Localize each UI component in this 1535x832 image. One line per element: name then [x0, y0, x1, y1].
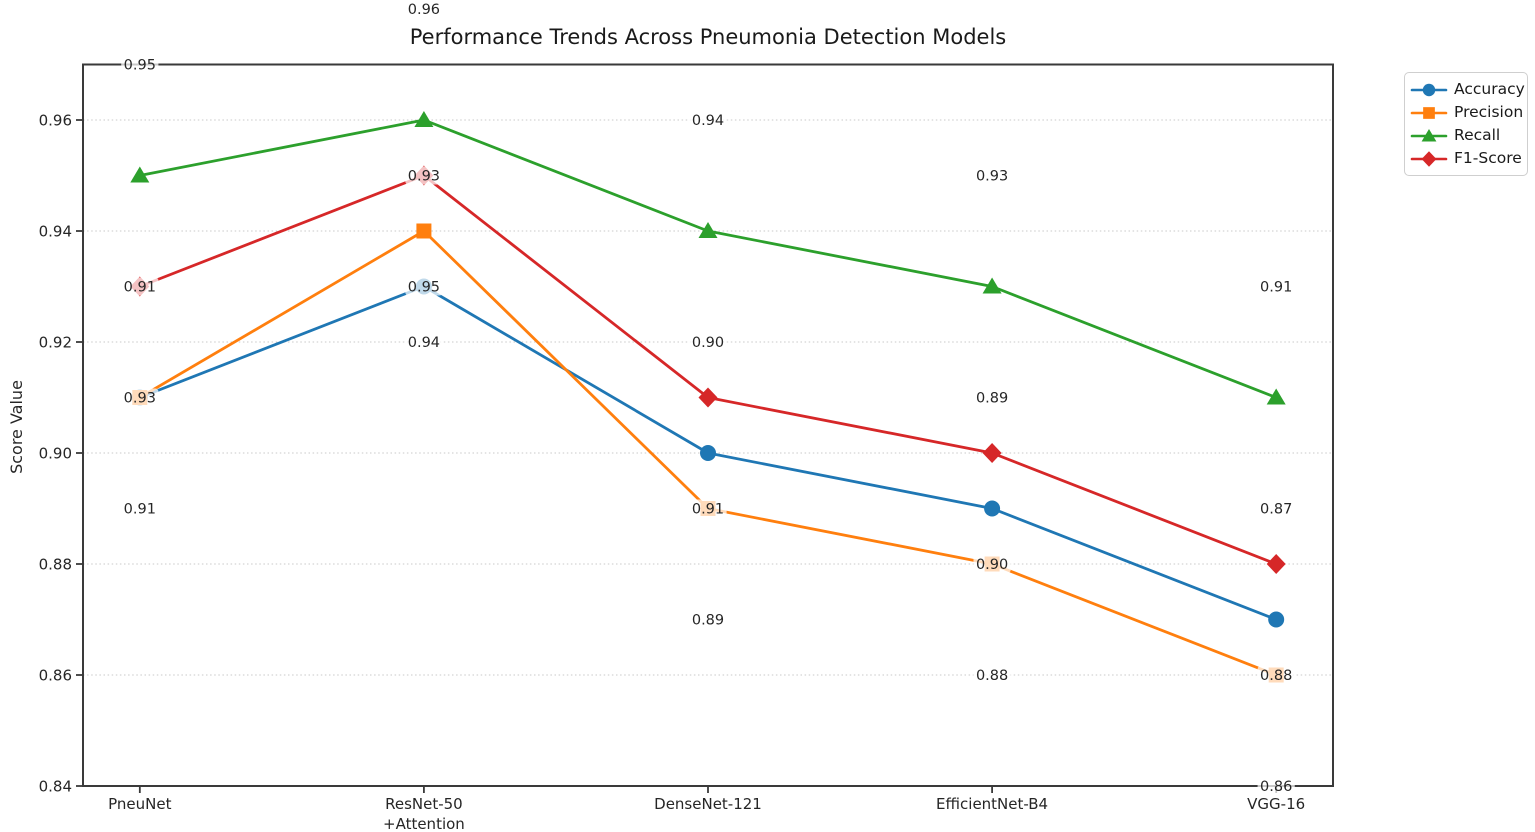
value-label-bg — [973, 166, 1011, 185]
legend-item-precision: Precision — [1410, 101, 1524, 124]
y-tick-label: 0.94 — [39, 223, 72, 241]
value-label-bg — [121, 388, 159, 407]
value-label-bg — [121, 55, 159, 74]
value-label-bg — [1257, 777, 1295, 795]
value-label-bg — [973, 666, 1011, 684]
value-label-bg — [405, 166, 443, 185]
series-recall — [130, 111, 1286, 405]
value-label: 0.89 — [976, 391, 1008, 407]
square-marker-icon — [1410, 106, 1448, 119]
triangle-marker-icon — [1410, 128, 1448, 141]
series-line — [138, 118, 1278, 399]
value-label-bg — [1257, 277, 1295, 296]
y-tick-label: 0.84 — [39, 778, 72, 796]
value-label: 0.91 — [124, 280, 156, 296]
data-point-marker — [984, 500, 1001, 517]
data-point-marker — [698, 387, 718, 408]
legend-item-recall: Recall — [1410, 124, 1521, 147]
diamond-marker-icon — [1410, 150, 1448, 167]
data-point-marker — [698, 222, 718, 238]
y-tick-label: 0.86 — [39, 667, 72, 685]
value-label: 0.87 — [1260, 502, 1292, 518]
value-label-bg — [689, 333, 727, 351]
y-tick-label: 0.96 — [39, 112, 72, 130]
data-point-marker — [982, 277, 1002, 294]
value-label: 0.88 — [1260, 668, 1292, 684]
value-label: 0.94 — [692, 113, 724, 129]
circle-marker — [1422, 83, 1436, 96]
x-tick-label: VGG-16 — [1247, 795, 1305, 813]
value-label-bg — [1257, 666, 1295, 684]
value-label: 0.93 — [124, 391, 156, 407]
legend-item-label: F1-Score — [1454, 148, 1522, 167]
value-label: 0.88 — [976, 668, 1008, 684]
legend-item-accuracy: Accuracy — [1410, 78, 1525, 101]
value-label: 0.95 — [124, 58, 156, 74]
data-point-marker — [1266, 388, 1286, 405]
triangle-marker — [1421, 128, 1437, 141]
square-marker — [1423, 106, 1435, 119]
legend-item-f1-score: F1-Score — [1410, 147, 1522, 170]
data-point-marker — [1266, 554, 1286, 574]
y-tick-label: 0.90 — [39, 445, 72, 463]
value-label-bg — [689, 610, 727, 629]
x-tick-label: EfficientNet-B4 — [936, 795, 1048, 813]
value-label: 0.91 — [1260, 280, 1292, 296]
value-label: 0.96 — [408, 2, 440, 18]
value-label-bg — [689, 499, 727, 518]
axes: 0.84 0.86 0.88 0.90 0.92 0.94 0.96 PneuNet ResNe… — [39, 63, 1334, 832]
value-label: 0.95 — [408, 280, 440, 296]
value-label: 0.90 — [692, 335, 724, 351]
x-tick-label: DenseNet-121 — [654, 795, 762, 813]
legend-item-label: Recall — [1454, 125, 1501, 144]
x-tick-label: +Attention — [383, 815, 465, 832]
y-tick-label: 0.88 — [39, 556, 72, 574]
value-label: 0.93 — [976, 169, 1008, 185]
data-point-marker — [982, 443, 1002, 463]
value-label-bg — [405, 0, 443, 18]
value-label: 0.86 — [1260, 779, 1292, 795]
value-label-bg — [405, 277, 443, 296]
data-point-marker — [414, 111, 434, 127]
value-label-bg — [405, 333, 443, 351]
y-tick-label: 0.92 — [39, 334, 72, 352]
value-label-bg — [973, 388, 1011, 407]
value-label: 0.91 — [124, 502, 156, 518]
diamond-marker — [1421, 150, 1437, 167]
value-label-bg — [121, 499, 159, 518]
value-label-bg — [1257, 499, 1295, 518]
value-label-bg — [121, 277, 159, 296]
value-label: 0.90 — [976, 557, 1008, 573]
value-label: 0.93 — [408, 169, 440, 185]
legend-item-label: Precision — [1454, 102, 1524, 121]
plot-border — [82, 63, 1334, 787]
value-label-bg — [689, 111, 727, 129]
data-point-marker — [130, 166, 150, 183]
data-point-marker — [416, 223, 432, 239]
value-label: 0.91 — [692, 502, 724, 518]
value-label: 0.94 — [408, 335, 440, 351]
legend: Accuracy Precision Recall F1-Score — [1404, 72, 1528, 176]
circle-marker-icon — [1410, 83, 1448, 96]
data-point-marker — [700, 445, 716, 461]
value-label-bg — [973, 555, 1011, 573]
value-label: 0.89 — [692, 613, 724, 629]
x-tick-label: PneuNet — [108, 795, 171, 813]
value-labels: 0.91 0.93 0.90 0.89 0.87 0.91 0.94 0.89 0.88 0.86… — [121, 0, 1295, 795]
x-tick-label: ResNet-50 — [385, 795, 463, 813]
data-point-marker — [1268, 611, 1285, 628]
legend-item-label: Accuracy — [1454, 79, 1525, 98]
